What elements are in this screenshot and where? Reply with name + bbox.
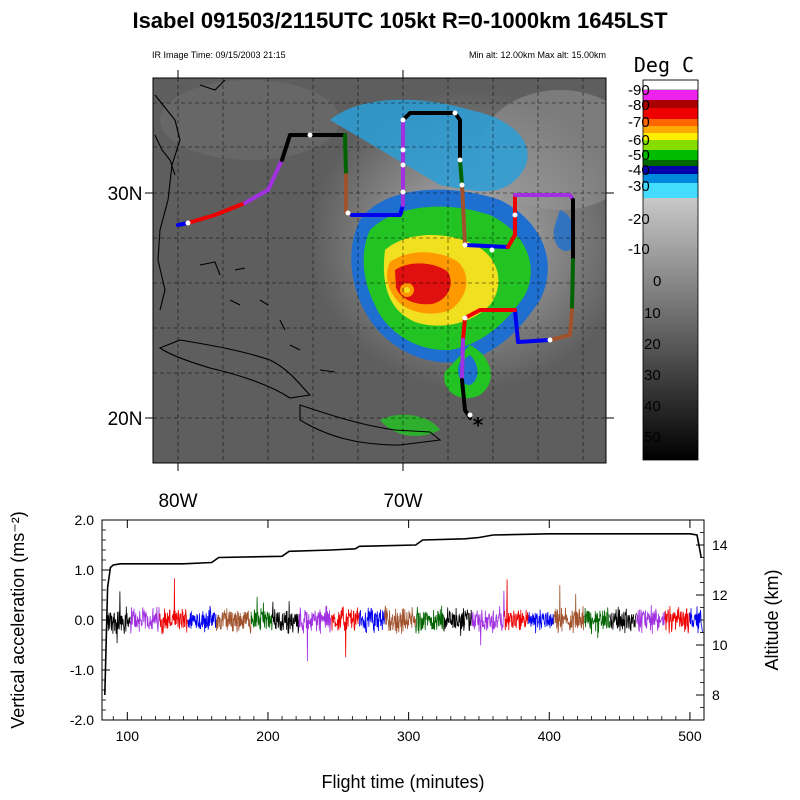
cb-label: 20 — [644, 336, 661, 353]
lat-label-20n: 20N — [108, 409, 143, 430]
y-right-tick-label: 12 — [712, 587, 728, 603]
cb-label: -10 — [628, 241, 650, 258]
dropsonde-points — [185, 110, 553, 418]
cb-label: -50 — [628, 147, 650, 164]
accel-segment-8 — [330, 606, 360, 658]
cb-label: 10 — [644, 305, 661, 322]
satellite-map: * — [153, 78, 606, 463]
accel-segment-19 — [636, 605, 665, 634]
x-axis-ticks: 100 200 300 400 500 — [112, 520, 702, 744]
ir-image-time: IR Image Time: 09/15/2003 21:15 — [152, 50, 286, 60]
cloud-band — [160, 80, 340, 160]
altitude-line — [104, 533, 702, 696]
accel-segment-3 — [187, 605, 217, 633]
y-left-tick-label: 0.0 — [75, 612, 95, 628]
lat-label-30n: 30N — [108, 184, 143, 205]
storm-center-marker: * — [473, 413, 484, 437]
map-ticks — [145, 70, 614, 471]
cb-label: -80 — [628, 97, 650, 114]
accel-segment-15 — [527, 609, 554, 634]
cb-label: -90 — [628, 82, 650, 99]
accel-segment-11 — [415, 605, 445, 634]
flight-track — [176, 111, 575, 420]
cb-label: -70 — [628, 114, 650, 131]
x-axis-label: Flight time (minutes) — [321, 772, 484, 792]
timeseries-plot: 100 200 300 400 500 2.0 1.0 0.0 -1.0 -2.0 14 12 10… — [70, 512, 728, 744]
y-right-tick-label: 10 — [712, 637, 728, 653]
x-tick-label: 300 — [397, 728, 421, 744]
accel-segment-10 — [384, 605, 417, 634]
accel-segment-17 — [584, 607, 611, 639]
accel-segment-18 — [609, 606, 637, 634]
accel-segment-1 — [129, 606, 161, 634]
colorbar-labels: -90 -80 -70 -60 -50 -40 -30 -20 -10 0 10… — [628, 82, 661, 446]
y-left-tick-label: -2.0 — [70, 712, 94, 728]
coastlines — [154, 79, 442, 446]
cb-label: -30 — [628, 178, 650, 195]
accel-segment-6 — [271, 601, 300, 634]
y-right-tick-label: 14 — [712, 537, 728, 553]
accel-segment-21 — [689, 606, 703, 634]
accel-segment-4 — [215, 608, 252, 634]
x-tick-label: 100 — [116, 728, 140, 744]
y-left-tick-label: -1.0 — [70, 662, 94, 678]
y-left-ticks: 2.0 1.0 0.0 -1.0 -2.0 — [70, 512, 110, 728]
accel-segment-9 — [359, 607, 386, 633]
y-left-tick-label: 2.0 — [75, 512, 95, 528]
cb-label: -40 — [628, 162, 650, 179]
map-gridlines — [153, 78, 606, 463]
y-right-ticks: 14 12 10 8 — [696, 532, 728, 708]
map-frame — [152, 77, 607, 464]
accel-segment-7 — [298, 605, 332, 662]
colorbar — [642, 79, 699, 461]
accel-segment-14 — [503, 579, 529, 631]
cb-label: -60 — [628, 132, 650, 149]
figure-title: Isabel 091503/2115UTC 105kt R=0-1000km 1… — [132, 8, 668, 33]
acceleration-series — [105, 578, 703, 662]
colorbar-title: Deg C — [634, 53, 694, 77]
cb-label: 0 — [653, 273, 661, 290]
x-tick-label: 500 — [678, 728, 702, 744]
cb-label: -20 — [628, 211, 650, 228]
y-right-axis-label: Altitude (km) — [762, 569, 782, 670]
accel-segment-12 — [443, 607, 473, 636]
altitude-series — [104, 533, 702, 696]
lon-label-70w: 70W — [383, 491, 422, 512]
accel-segment-20 — [664, 605, 691, 634]
x-tick-label: 400 — [538, 728, 562, 744]
x-tick-label: 200 — [256, 728, 280, 744]
accel-segment-13 — [471, 590, 505, 646]
lon-label-80w: 80W — [158, 491, 197, 512]
cb-label: 30 — [644, 367, 661, 384]
accel-segment-5 — [250, 596, 273, 631]
y-left-axis-label: Vertical acceleration (ms⁻²) — [8, 511, 28, 729]
cb-label: 40 — [644, 398, 661, 415]
cb-label: 50 — [644, 429, 661, 446]
accel-segment-2 — [159, 578, 189, 635]
altitude-range: Min alt: 12.00km Max alt: 15.00km — [469, 50, 606, 60]
y-right-tick-label: 8 — [712, 687, 720, 703]
accel-segment-16 — [553, 585, 585, 634]
accel-segment-0 — [105, 591, 131, 644]
y-left-tick-label: 1.0 — [75, 562, 95, 578]
